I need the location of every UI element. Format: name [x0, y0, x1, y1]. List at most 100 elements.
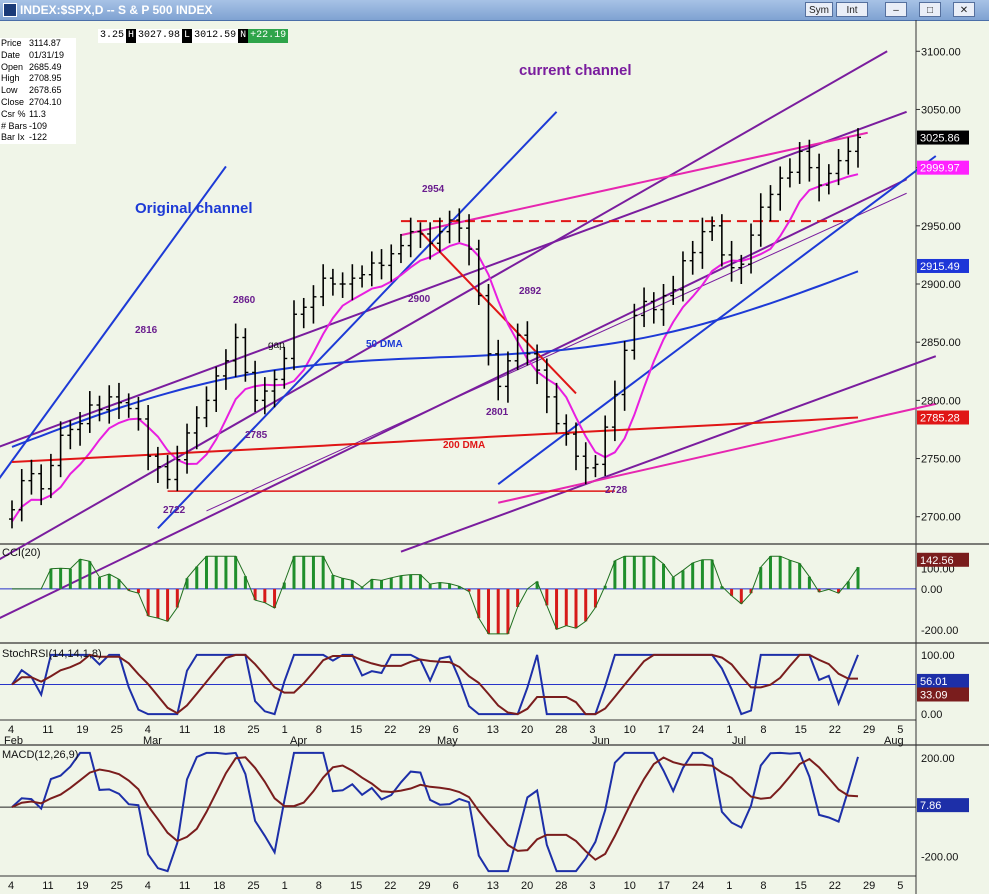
date-tick-label: 29 — [863, 880, 875, 892]
indicator-label-box — [917, 673, 969, 688]
month-tick-label: Feb — [4, 735, 23, 747]
date-tick-label: 4 — [8, 724, 14, 736]
info-row: # Bars -109 — [0, 121, 76, 133]
date-tick-label: 1 — [726, 880, 732, 892]
short-ma-line — [11, 173, 859, 522]
indicator-tick-label: 100.00 — [921, 650, 955, 662]
date-tick-label: 11 — [42, 880, 53, 892]
info-value: 2685.49 — [29, 61, 62, 72]
window-title: INDEX:$SPX,D -- S & P 500 INDEX — [20, 3, 213, 17]
month-tick-label: Mar — [143, 735, 162, 747]
indicator-label: 7.86 — [920, 800, 941, 812]
info-row: Close 2704.10 — [0, 97, 76, 109]
maximize-icon[interactable]: □ — [919, 2, 941, 17]
date-tick-label: 10 — [624, 880, 636, 892]
date-tick-label: 22 — [829, 880, 841, 892]
price-label: 2915.49 — [920, 261, 960, 273]
date-tick-label: 4 — [145, 724, 151, 736]
date-tick-label: 29 — [418, 880, 430, 892]
indicator-label: 142.56 — [920, 555, 954, 567]
50-dma-label: 50 DMA — [366, 339, 403, 350]
price-tick-label: 2950.00 — [921, 221, 961, 233]
info-key: Bar Ix — [1, 132, 25, 143]
quote-net: +22.19 — [248, 29, 289, 43]
info-value: -109 — [29, 120, 48, 131]
price-tick-label: 2750.00 — [921, 454, 961, 466]
level-label: 2860 — [233, 295, 256, 306]
quote-net-label: N — [238, 29, 249, 43]
chart-svg: 3100.003050.003000.002950.002900.002850.… — [0, 20, 989, 894]
price-label: 3025.86 — [920, 133, 960, 145]
close-icon[interactable]: ✕ — [953, 2, 975, 17]
price-label: 2999.97 — [920, 163, 960, 175]
info-key: Close — [1, 96, 25, 107]
original-channel-label: Original channel — [135, 200, 253, 217]
info-value: 11.3 — [29, 108, 46, 119]
info-value: 2708.95 — [29, 73, 62, 84]
quote-high: 3027.98 — [136, 29, 183, 43]
date-tick-label: 13 — [487, 724, 499, 736]
cci-panel-title: CCI(20) — [2, 547, 41, 559]
quote-low: 3012.59 — [192, 29, 239, 43]
date-tick-label: 1 — [726, 724, 732, 736]
level-label: 2801 — [486, 407, 509, 418]
info-row: Low 2678.65 — [0, 85, 76, 97]
stoch-panel-title: StochRSI(14,14,1,8) — [2, 648, 102, 660]
purple-dashed-channel — [206, 192, 907, 512]
date-tick-label: 17 — [658, 880, 670, 892]
level-label: 2900 — [408, 294, 431, 305]
price-label-box — [917, 130, 969, 145]
date-tick-label: 13 — [487, 880, 499, 892]
price-tick-label: 3100.00 — [921, 46, 961, 58]
level-label: 2728 — [605, 485, 628, 496]
date-tick-label: 11 — [179, 880, 190, 892]
level-label: 2892 — [519, 286, 542, 297]
int-button[interactable]: Int — [836, 2, 868, 17]
macd-signal-line — [11, 756, 859, 861]
stoch-k-line — [11, 653, 859, 716]
price-tick-label: 2700.00 — [921, 512, 961, 524]
indicator-label: 33.09 — [920, 689, 948, 701]
month-tick-label: Apr — [290, 735, 307, 747]
minimize-icon[interactable]: – — [885, 2, 907, 17]
date-tick-label: 4 — [145, 880, 151, 892]
date-tick-label: 8 — [760, 724, 766, 736]
level-label: 2785 — [245, 430, 268, 441]
data-window: Price 3114.87 Date 01/31/19 Open 2685.49 Hi… — [0, 38, 76, 145]
sym-button[interactable]: Sym — [805, 2, 833, 17]
pink-upper-line — [400, 131, 868, 237]
info-value: 2704.10 — [29, 96, 62, 107]
info-row: Open 2685.49 — [0, 62, 76, 74]
date-tick-label: 28 — [555, 880, 567, 892]
date-tick-label: 6 — [453, 724, 459, 736]
50-dma-line — [11, 270, 859, 448]
date-tick-label: 28 — [555, 724, 567, 736]
indicator-tick-label: -200.00 — [921, 625, 958, 637]
quote-high-label: H — [126, 29, 137, 43]
date-tick-label: 1 — [282, 880, 288, 892]
200-dma-label: 200 DMA — [443, 440, 485, 451]
app-icon — [3, 3, 17, 17]
date-tick-label: 24 — [692, 880, 704, 892]
date-tick-label: 19 — [76, 724, 88, 736]
cci-line — [12, 555, 859, 635]
blue-channel-left — [0, 165, 227, 480]
gap-label: gap — [268, 340, 285, 351]
date-tick-label: 8 — [316, 880, 322, 892]
date-tick-label: 15 — [350, 880, 362, 892]
price-tick-label: 3050.00 — [921, 104, 961, 116]
indicator-tick-label: 0.00 — [921, 584, 942, 596]
info-key: # Bars — [1, 120, 28, 131]
price-label-box — [917, 258, 969, 273]
level-label: 2954 — [422, 184, 445, 195]
date-tick-label: 5 — [897, 724, 903, 736]
info-key: Open — [1, 61, 24, 72]
quote-bar: 3.25 H 3027.98 L 3012.59 N +22.19 — [98, 29, 289, 43]
info-row: Bar Ix -122 — [0, 132, 76, 144]
date-tick-label: 5 — [897, 880, 903, 892]
info-value: 01/31/19 — [29, 49, 65, 60]
info-row: Csr % 11.3 — [0, 109, 76, 121]
date-tick-label: 4 — [8, 880, 14, 892]
date-tick-label: 11 — [42, 724, 53, 736]
